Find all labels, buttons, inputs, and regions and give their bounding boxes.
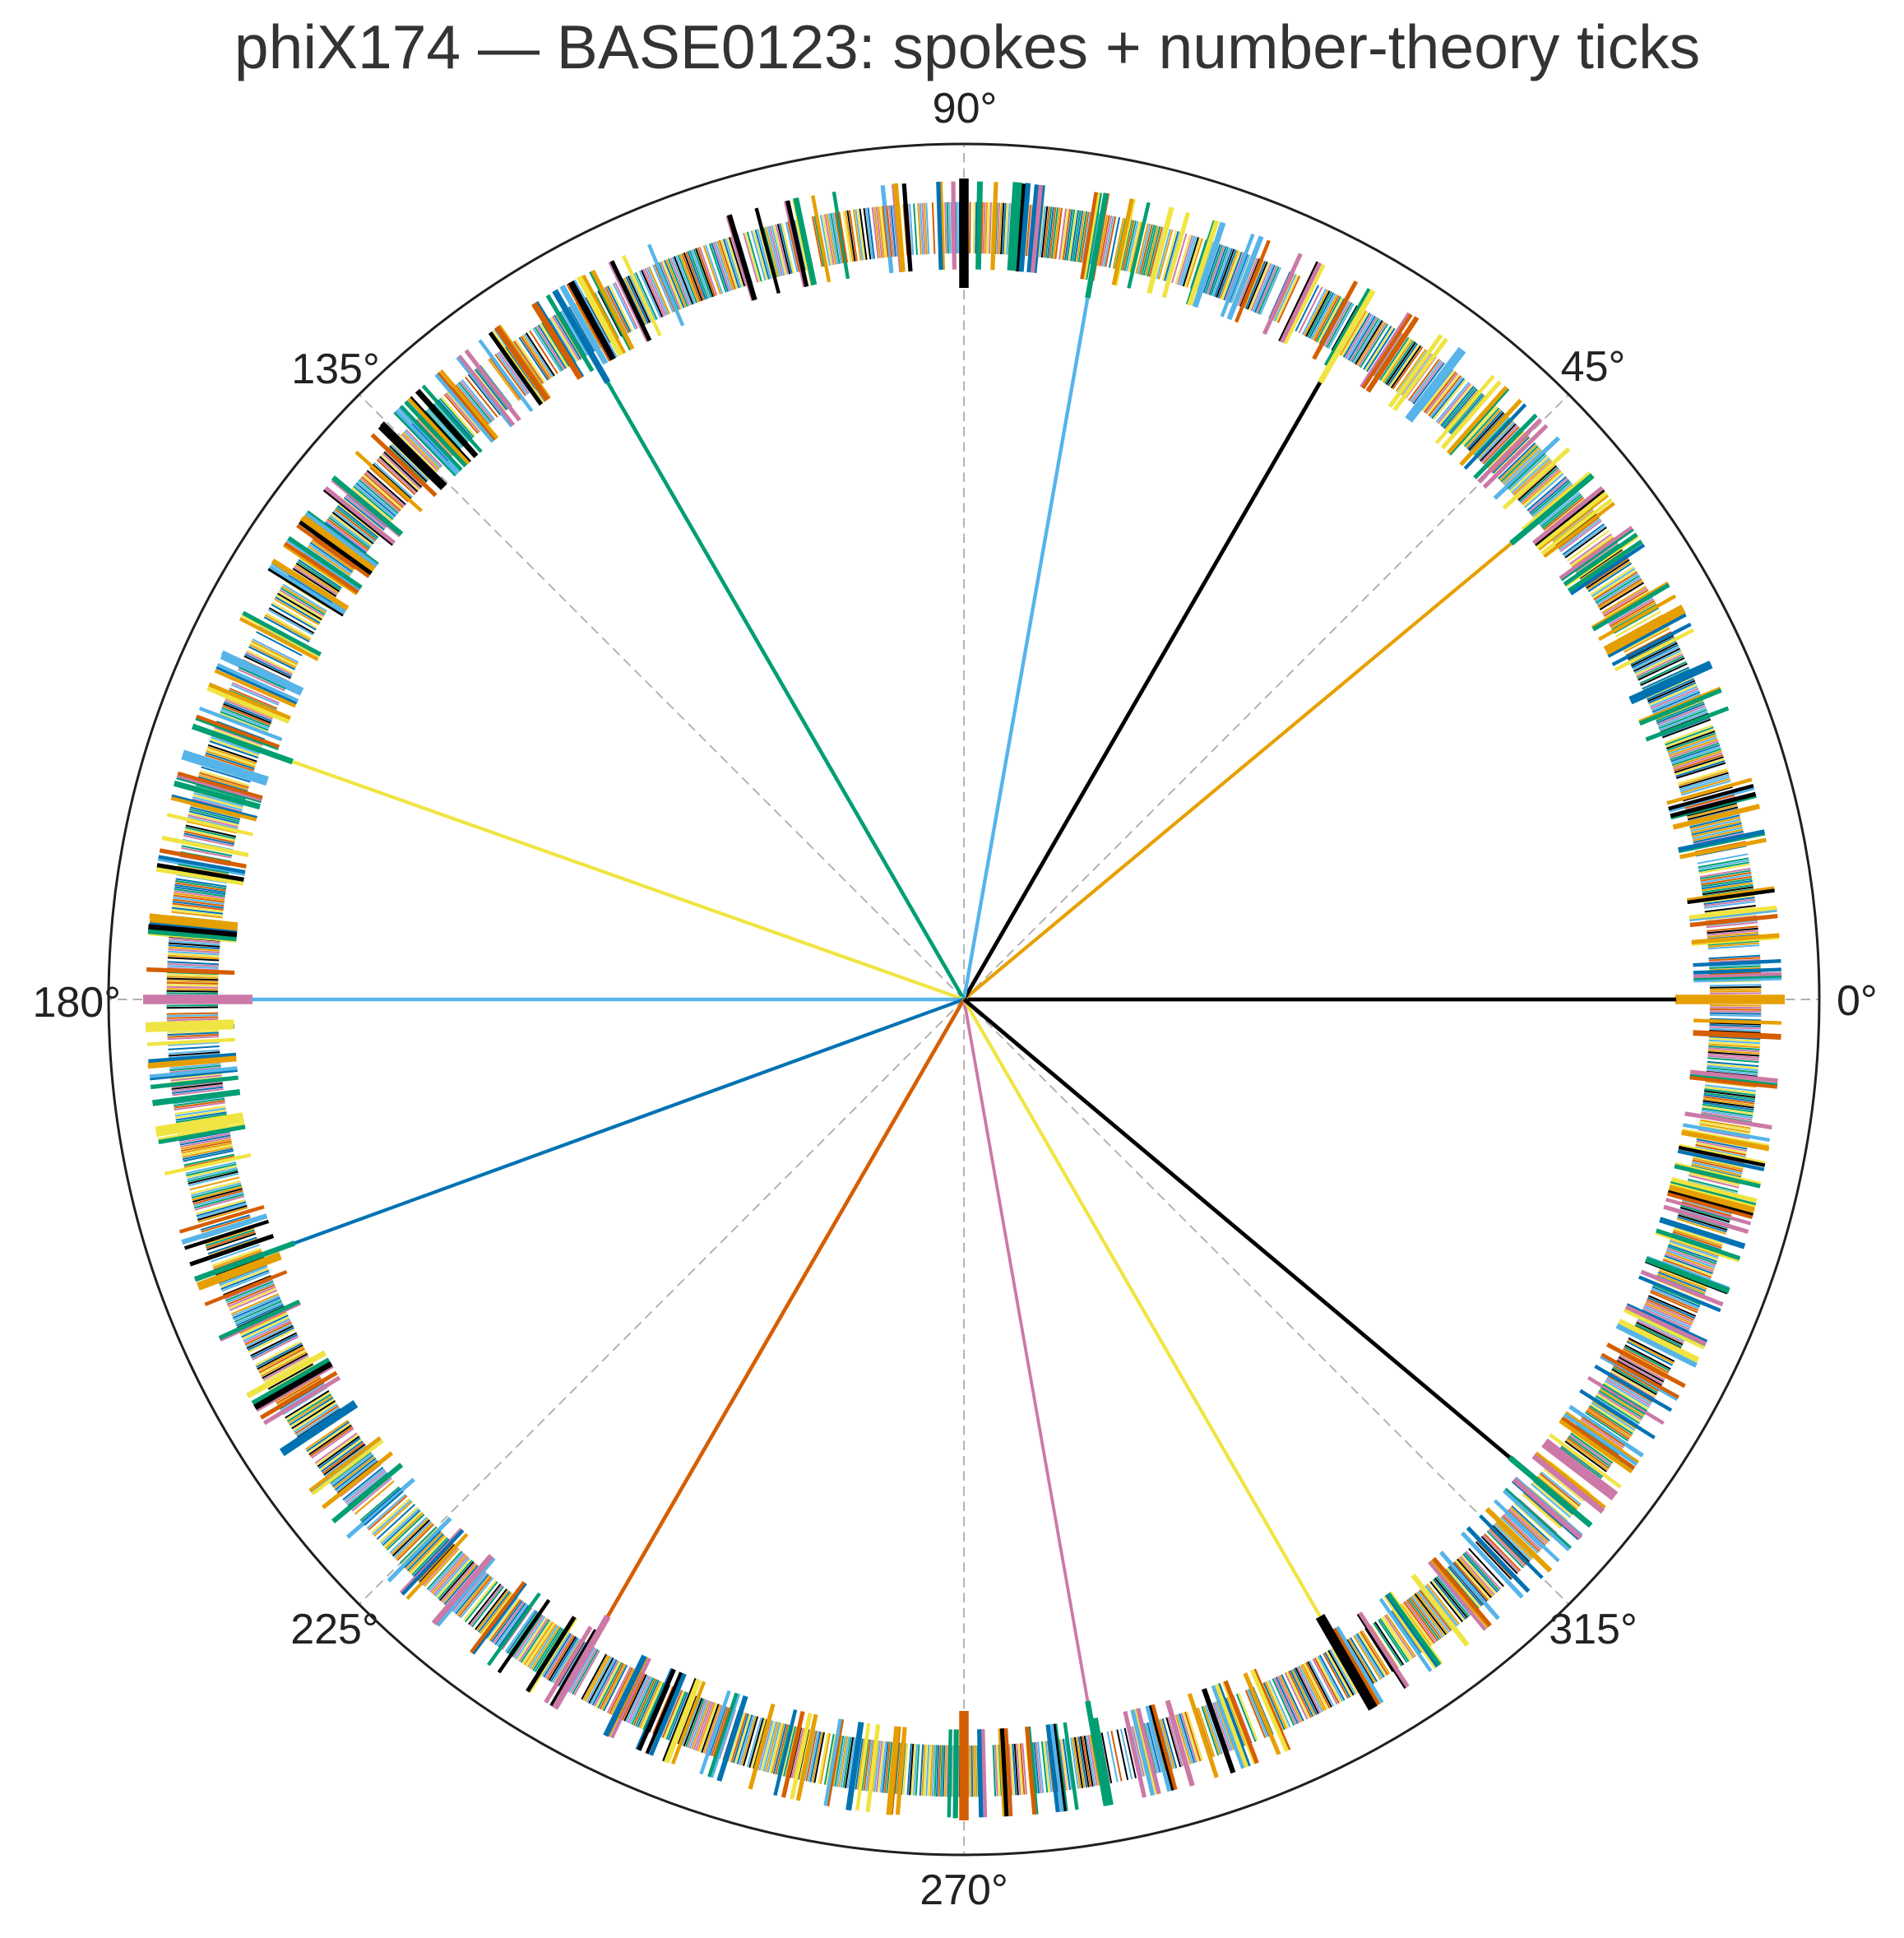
svg-text:315°: 315° (1549, 1606, 1638, 1653)
svg-text:135°: 135° (291, 345, 380, 393)
svg-text:225°: 225° (290, 1606, 379, 1653)
svg-text:270°: 270° (920, 1866, 1008, 1914)
svg-text:180°: 180° (32, 979, 121, 1027)
svg-text:0°: 0° (1837, 977, 1878, 1025)
svg-text:90°: 90° (933, 85, 998, 132)
svg-text:phiX174 — BASE0123: spokes + n: phiX174 — BASE0123: spokes + number-theo… (234, 12, 1700, 81)
svg-text:45°: 45° (1561, 343, 1626, 391)
